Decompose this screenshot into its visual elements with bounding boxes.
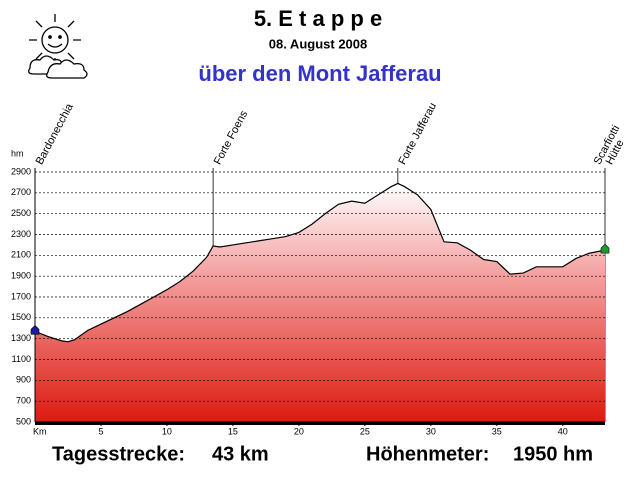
distance-label: Tagesstrecke: xyxy=(52,443,185,465)
y-tick-label: 2900 xyxy=(11,166,31,176)
y-tick-label: 1300 xyxy=(11,333,31,343)
y-tick-label: 500 xyxy=(16,416,31,426)
x-tick-label: 35 xyxy=(492,426,502,436)
end-marker xyxy=(600,243,610,254)
climb-label: Höhenmeter: xyxy=(366,443,489,465)
y-tick-label: 1700 xyxy=(11,291,31,301)
x-tick-label: 20 xyxy=(294,426,304,436)
y-tick-label: 2300 xyxy=(11,229,31,239)
chart-subtitle: über den Mont Jafferau xyxy=(198,61,441,86)
profile-line xyxy=(34,182,606,343)
y-tick-label: 900 xyxy=(16,375,31,385)
annotation-label: Bardonecchia xyxy=(34,101,77,167)
x-axis-label: Km xyxy=(33,426,47,436)
x-tick-label: 30 xyxy=(426,426,436,436)
start-marker xyxy=(30,324,40,335)
y-tick-label: 2100 xyxy=(11,250,31,260)
chart-title: 5. E t a p p e xyxy=(254,6,382,31)
y-tick-label: 1900 xyxy=(11,271,31,281)
distance-value: 43 km xyxy=(212,443,269,465)
scale-bar xyxy=(35,422,605,425)
y-axis-label: hm xyxy=(11,148,24,158)
annotation-label: Forte Jafferau xyxy=(396,101,439,167)
y-tick-label: 2700 xyxy=(11,187,31,197)
x-tick-label: 5 xyxy=(98,426,103,436)
chart-date: 08. August 2008 xyxy=(269,36,368,51)
sun-icon xyxy=(28,14,88,79)
profile-area xyxy=(35,183,605,422)
climb-value: 1950 hm xyxy=(513,443,593,465)
x-tick-label: 40 xyxy=(558,426,568,436)
annotation-label: Forte Foens xyxy=(212,108,251,166)
y-tick-label: 1500 xyxy=(11,312,31,322)
x-tick-label: 25 xyxy=(360,426,370,436)
y-tick-label: 2500 xyxy=(11,208,31,218)
y-tick-label: 1100 xyxy=(12,354,31,364)
x-tick-label: 10 xyxy=(162,426,172,436)
y-tick-label: 700 xyxy=(16,396,31,406)
x-tick-label: 15 xyxy=(228,426,238,436)
